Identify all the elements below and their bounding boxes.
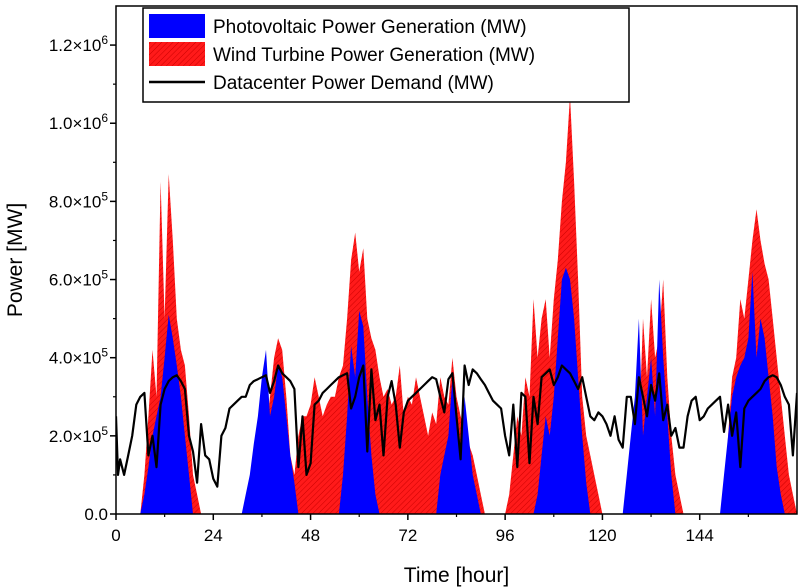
y-tick-label: 1.0×106 [49, 111, 108, 133]
x-tick-label: 120 [588, 526, 616, 545]
x-tick-label: 96 [496, 526, 515, 545]
legend: Photovoltaic Power Generation (MW) Wind T… [142, 7, 630, 103]
x-tick-label: 0 [111, 526, 120, 545]
x-tick-label: 72 [398, 526, 417, 545]
legend-label: Datacenter Power Demand (MW) [213, 73, 494, 94]
x-tick-label: 48 [301, 526, 320, 545]
y-tick-label: 0.0 [84, 505, 108, 524]
y-tick-label: 4.0×105 [49, 346, 108, 368]
y-tick-label: 8.0×105 [49, 189, 108, 211]
legend-label: Wind Turbine Power Generation (MW) [213, 45, 535, 66]
legend-swatch [149, 14, 205, 38]
y-tick-label: 1.2×106 [49, 33, 108, 55]
y-tick-label: 6.0×105 [49, 268, 108, 290]
legend-swatch [149, 42, 205, 66]
legend-label: Photovoltaic Power Generation (MW) [213, 17, 527, 38]
legend-box [142, 7, 630, 103]
x-tick-label: 144 [686, 526, 714, 545]
axes-layer: 0 24 48 72 96 120 144 0.0 2.0×105 4.0×105 6.0×105 8… [49, 5, 798, 545]
y-tick-label: 2.0×105 [49, 424, 108, 446]
series-layer [116, 95, 797, 514]
y-axis-title: Power [MW] [4, 203, 27, 317]
x-axis-title: Time [hour] [404, 564, 509, 587]
x-tick-label: 24 [204, 526, 223, 545]
demand-line [116, 364, 797, 488]
